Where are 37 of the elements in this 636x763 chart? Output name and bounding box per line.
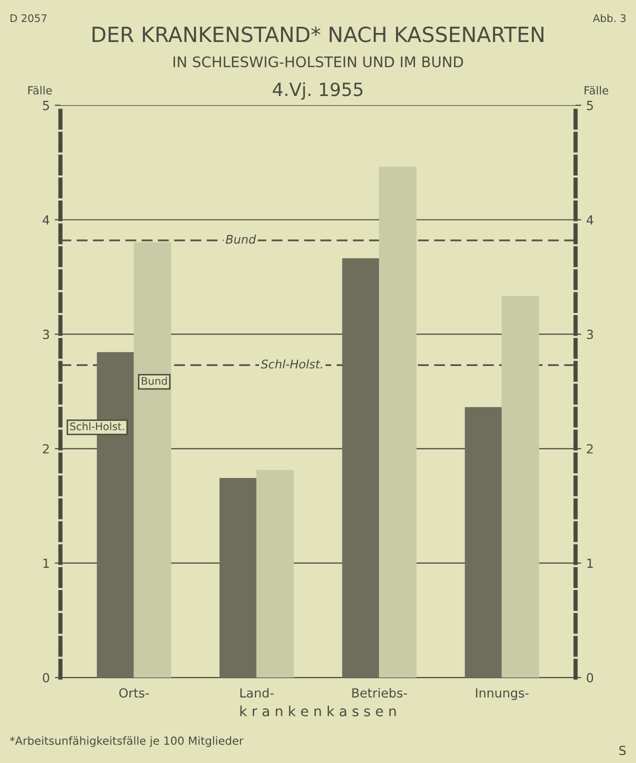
y2-tick-label: 3 [586, 330, 593, 340]
series-label: Bund [142, 376, 167, 385]
bar [220, 478, 258, 678]
y2-tick-label: 2 [586, 444, 593, 454]
ref-line-label: Bund [226, 234, 256, 244]
bar [378, 166, 416, 678]
y2-tick-label: 5 [586, 100, 593, 110]
text: D 2057 [10, 14, 46, 22]
x-tick-label: Orts- [119, 688, 149, 698]
chart-subtitle: IN SCHLESWIG-HOLSTEIN UND IM BUND [174, 56, 463, 68]
ref-line-label: Schl-Holst. [260, 359, 322, 369]
bar [134, 242, 172, 678]
chart-title: DER KRANKENSTAND* NACH KASSENARTEN [92, 26, 544, 42]
y-tick-label: 3 [43, 330, 49, 340]
y-axis-title: Fälle [28, 86, 52, 95]
series-label: Schl-Holst. [70, 422, 124, 430]
text: *Arbeitsunfähigkeitsfälle je 100 Mitglieder [10, 736, 244, 748]
x-tick-label: Land- [240, 688, 274, 698]
y2-tick-label: 1 [587, 558, 593, 568]
y2-tick-label: 0 [586, 673, 594, 682]
text: 4.Vj. 1955 [272, 82, 362, 100]
y-tick-label: 4 [42, 215, 50, 224]
y2-axis-title: Fälle [584, 86, 608, 95]
y-tick-label: 2 [42, 444, 49, 454]
caption: Abb. 3 [592, 14, 626, 22]
x-axis-title: k r a n k e n k a s s e n [240, 706, 396, 716]
y-tick-label: 5 [43, 100, 49, 110]
x-tick-label: Innungs- [476, 688, 529, 700]
y2-tick-label: 4 [586, 215, 594, 224]
bar [342, 258, 380, 678]
text: S [619, 746, 626, 756]
y-tick-label: 1 [43, 558, 49, 568]
x-tick-label: Betriebs- [352, 688, 407, 698]
bar [256, 470, 294, 678]
bar [502, 296, 540, 678]
bar [464, 407, 502, 678]
y-tick-label: 0 [42, 673, 50, 682]
